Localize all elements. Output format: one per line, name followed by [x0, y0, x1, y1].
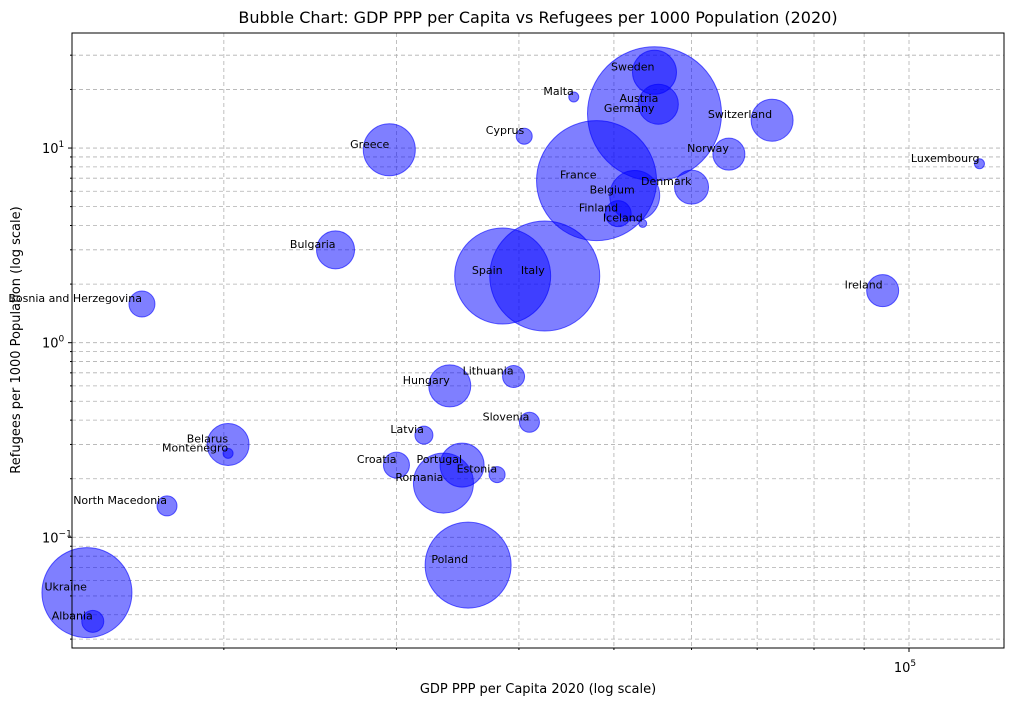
bubble — [568, 91, 580, 103]
plot-frame — [71, 32, 1005, 649]
bubble — [502, 365, 526, 389]
country-label: Belgium — [590, 184, 635, 197]
x-tick-label: 105 — [894, 659, 916, 676]
country-label: Cyprus — [486, 124, 525, 137]
chart-title: Bubble Chart: GDP PPP per Capita vs Refu… — [238, 8, 837, 27]
country-label: Slovenia — [483, 410, 530, 423]
bubble — [518, 411, 540, 433]
bubble — [222, 447, 234, 459]
bubble — [156, 495, 178, 517]
country-label: Poland — [431, 553, 468, 566]
country-label: Greece — [350, 138, 389, 151]
country-label: Ireland — [845, 279, 883, 292]
x-axis-label: GDP PPP per Capita 2020 (log scale) — [420, 682, 656, 697]
country-label: Luxembourg — [911, 152, 980, 165]
country-label: Sweden — [611, 60, 654, 73]
country-label: Switzerland — [708, 108, 772, 121]
bubble — [41, 547, 133, 639]
country-label: Belarus — [187, 432, 229, 445]
bubble — [638, 218, 648, 228]
bubble — [428, 364, 472, 408]
country-label: Portugal — [417, 453, 463, 466]
bubble — [750, 98, 794, 142]
y-tick-label: 101 — [42, 140, 64, 157]
country-label: Austria — [619, 92, 658, 105]
country-label: Finland — [579, 202, 618, 215]
country-label: Denmark — [641, 175, 692, 188]
y-tick-label: 10−1 — [42, 529, 72, 546]
bubble — [674, 169, 710, 205]
ticks-layer: 10−1 100 101 105 — [42, 54, 916, 676]
bubble — [637, 83, 679, 125]
bubble — [382, 451, 410, 479]
bubble — [515, 127, 533, 145]
country-label: Ukraine — [44, 581, 87, 594]
country-label: Romania — [395, 471, 443, 484]
country-label: North Macedonia — [73, 494, 167, 507]
bubble — [81, 609, 105, 633]
bubble — [424, 521, 512, 609]
bubble — [414, 425, 434, 445]
y-tick-label: 100 — [42, 335, 65, 352]
country-label: Bosnia and Herzegovina — [8, 292, 142, 305]
country-label: Estonia — [457, 463, 498, 476]
bubble — [454, 227, 552, 325]
country-label: Hungary — [403, 374, 450, 387]
country-label: Italy — [521, 264, 545, 277]
country-label: Lithuania — [463, 365, 514, 378]
bubble — [128, 290, 156, 318]
country-label: France — [560, 169, 597, 182]
bubble — [973, 158, 985, 170]
bubble — [316, 230, 356, 270]
bubble — [488, 466, 506, 484]
country-label: Iceland — [603, 211, 643, 224]
country-label: Latvia — [390, 423, 424, 436]
bubbles-layer — [41, 46, 985, 639]
bubble — [712, 137, 746, 171]
country-label: Norway — [687, 142, 729, 155]
y-axis-label: Refugees per 1000 Population (log scale) — [9, 206, 24, 473]
country-label: Malta — [543, 85, 573, 98]
country-label: Croatia — [357, 453, 397, 466]
grid — [72, 33, 1004, 648]
country-label: Spain — [472, 264, 503, 277]
bubble — [604, 200, 632, 228]
bubble — [866, 274, 900, 308]
country-label: Bulgaria — [290, 238, 336, 251]
bubble — [439, 442, 485, 488]
bubble — [206, 422, 250, 466]
country-label: Germany — [604, 102, 655, 115]
country-label: Montenegro — [162, 441, 228, 454]
bubble — [362, 123, 416, 177]
